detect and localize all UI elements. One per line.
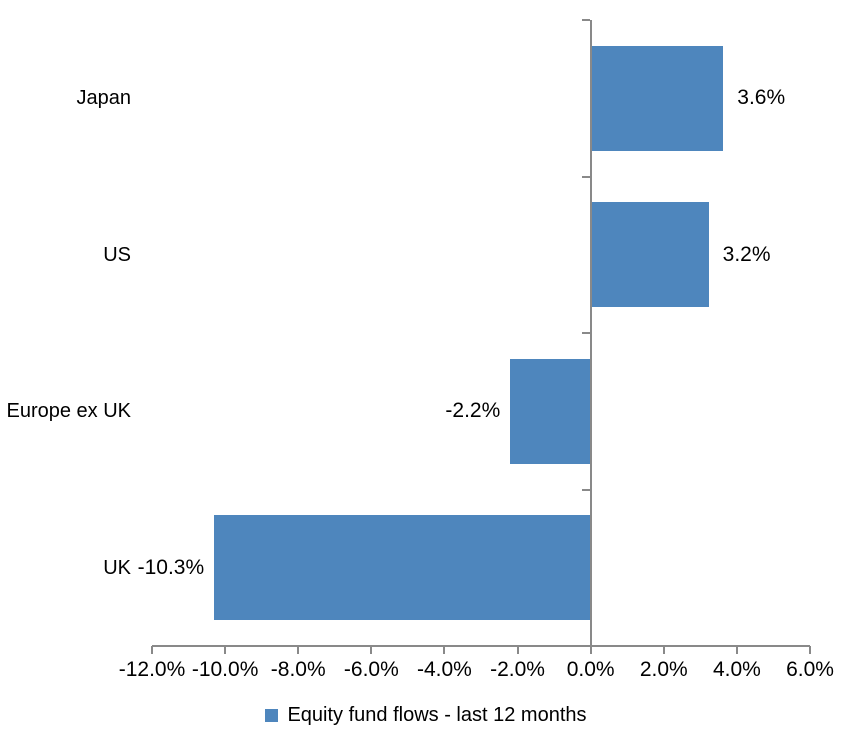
- x-axis-tick-label: -2.0%: [490, 658, 545, 681]
- x-axis-tick: [662, 646, 665, 654]
- y-axis-tick: [581, 175, 590, 178]
- x-axis-tick-label: -10.0%: [191, 658, 259, 681]
- data-label: 3.6%: [737, 86, 786, 110]
- category-label: UK: [103, 556, 131, 579]
- x-axis-tick-label: 4.0%: [712, 658, 761, 681]
- x-axis-tick-label: -12.0%: [118, 658, 186, 681]
- x-axis-tick: [370, 646, 373, 654]
- x-axis-tick: [735, 646, 738, 654]
- x-axis-tick: [151, 646, 153, 654]
- y-axis-tick: [581, 645, 590, 647]
- bar-europe-ex-uk: [510, 358, 591, 464]
- category-label: Europe ex UK: [6, 400, 131, 423]
- x-axis-tick: [516, 646, 519, 654]
- x-axis-tick-label: -6.0%: [343, 658, 399, 681]
- x-axis-tick: [443, 646, 446, 654]
- x-axis-tick: [589, 646, 592, 654]
- y-axis-line: [589, 20, 592, 646]
- x-axis-tick-label: 2.0%: [639, 658, 688, 681]
- x-axis-tick: [224, 646, 227, 654]
- x-axis-tick-label: 6.0%: [786, 658, 834, 681]
- bar-japan: [591, 45, 724, 151]
- legend: Equity fund flows - last 12 months: [0, 702, 852, 728]
- y-axis-tick: [581, 332, 590, 334]
- category-label: Japan: [76, 87, 132, 110]
- x-axis-line: [152, 645, 810, 647]
- legend-series-label: Equity fund flows - last 12 months: [287, 704, 587, 726]
- x-axis-tick: [297, 646, 300, 654]
- bar-us: [591, 202, 709, 308]
- data-label: -2.2%: [445, 399, 501, 423]
- bar-uk: [214, 515, 591, 621]
- x-axis-tick-label: -8.0%: [270, 658, 326, 681]
- x-axis-tick-label: 0.0%: [566, 658, 615, 681]
- x-axis-tick: [809, 646, 811, 654]
- legend-series-marker-icon: [265, 708, 279, 722]
- data-label: -10.3%: [137, 555, 205, 579]
- data-label: 3.2%: [722, 242, 771, 266]
- y-axis-tick: [581, 19, 590, 21]
- x-axis-tick-label: -4.0%: [417, 658, 472, 681]
- y-axis-tick: [581, 488, 590, 491]
- category-label: US: [103, 243, 131, 266]
